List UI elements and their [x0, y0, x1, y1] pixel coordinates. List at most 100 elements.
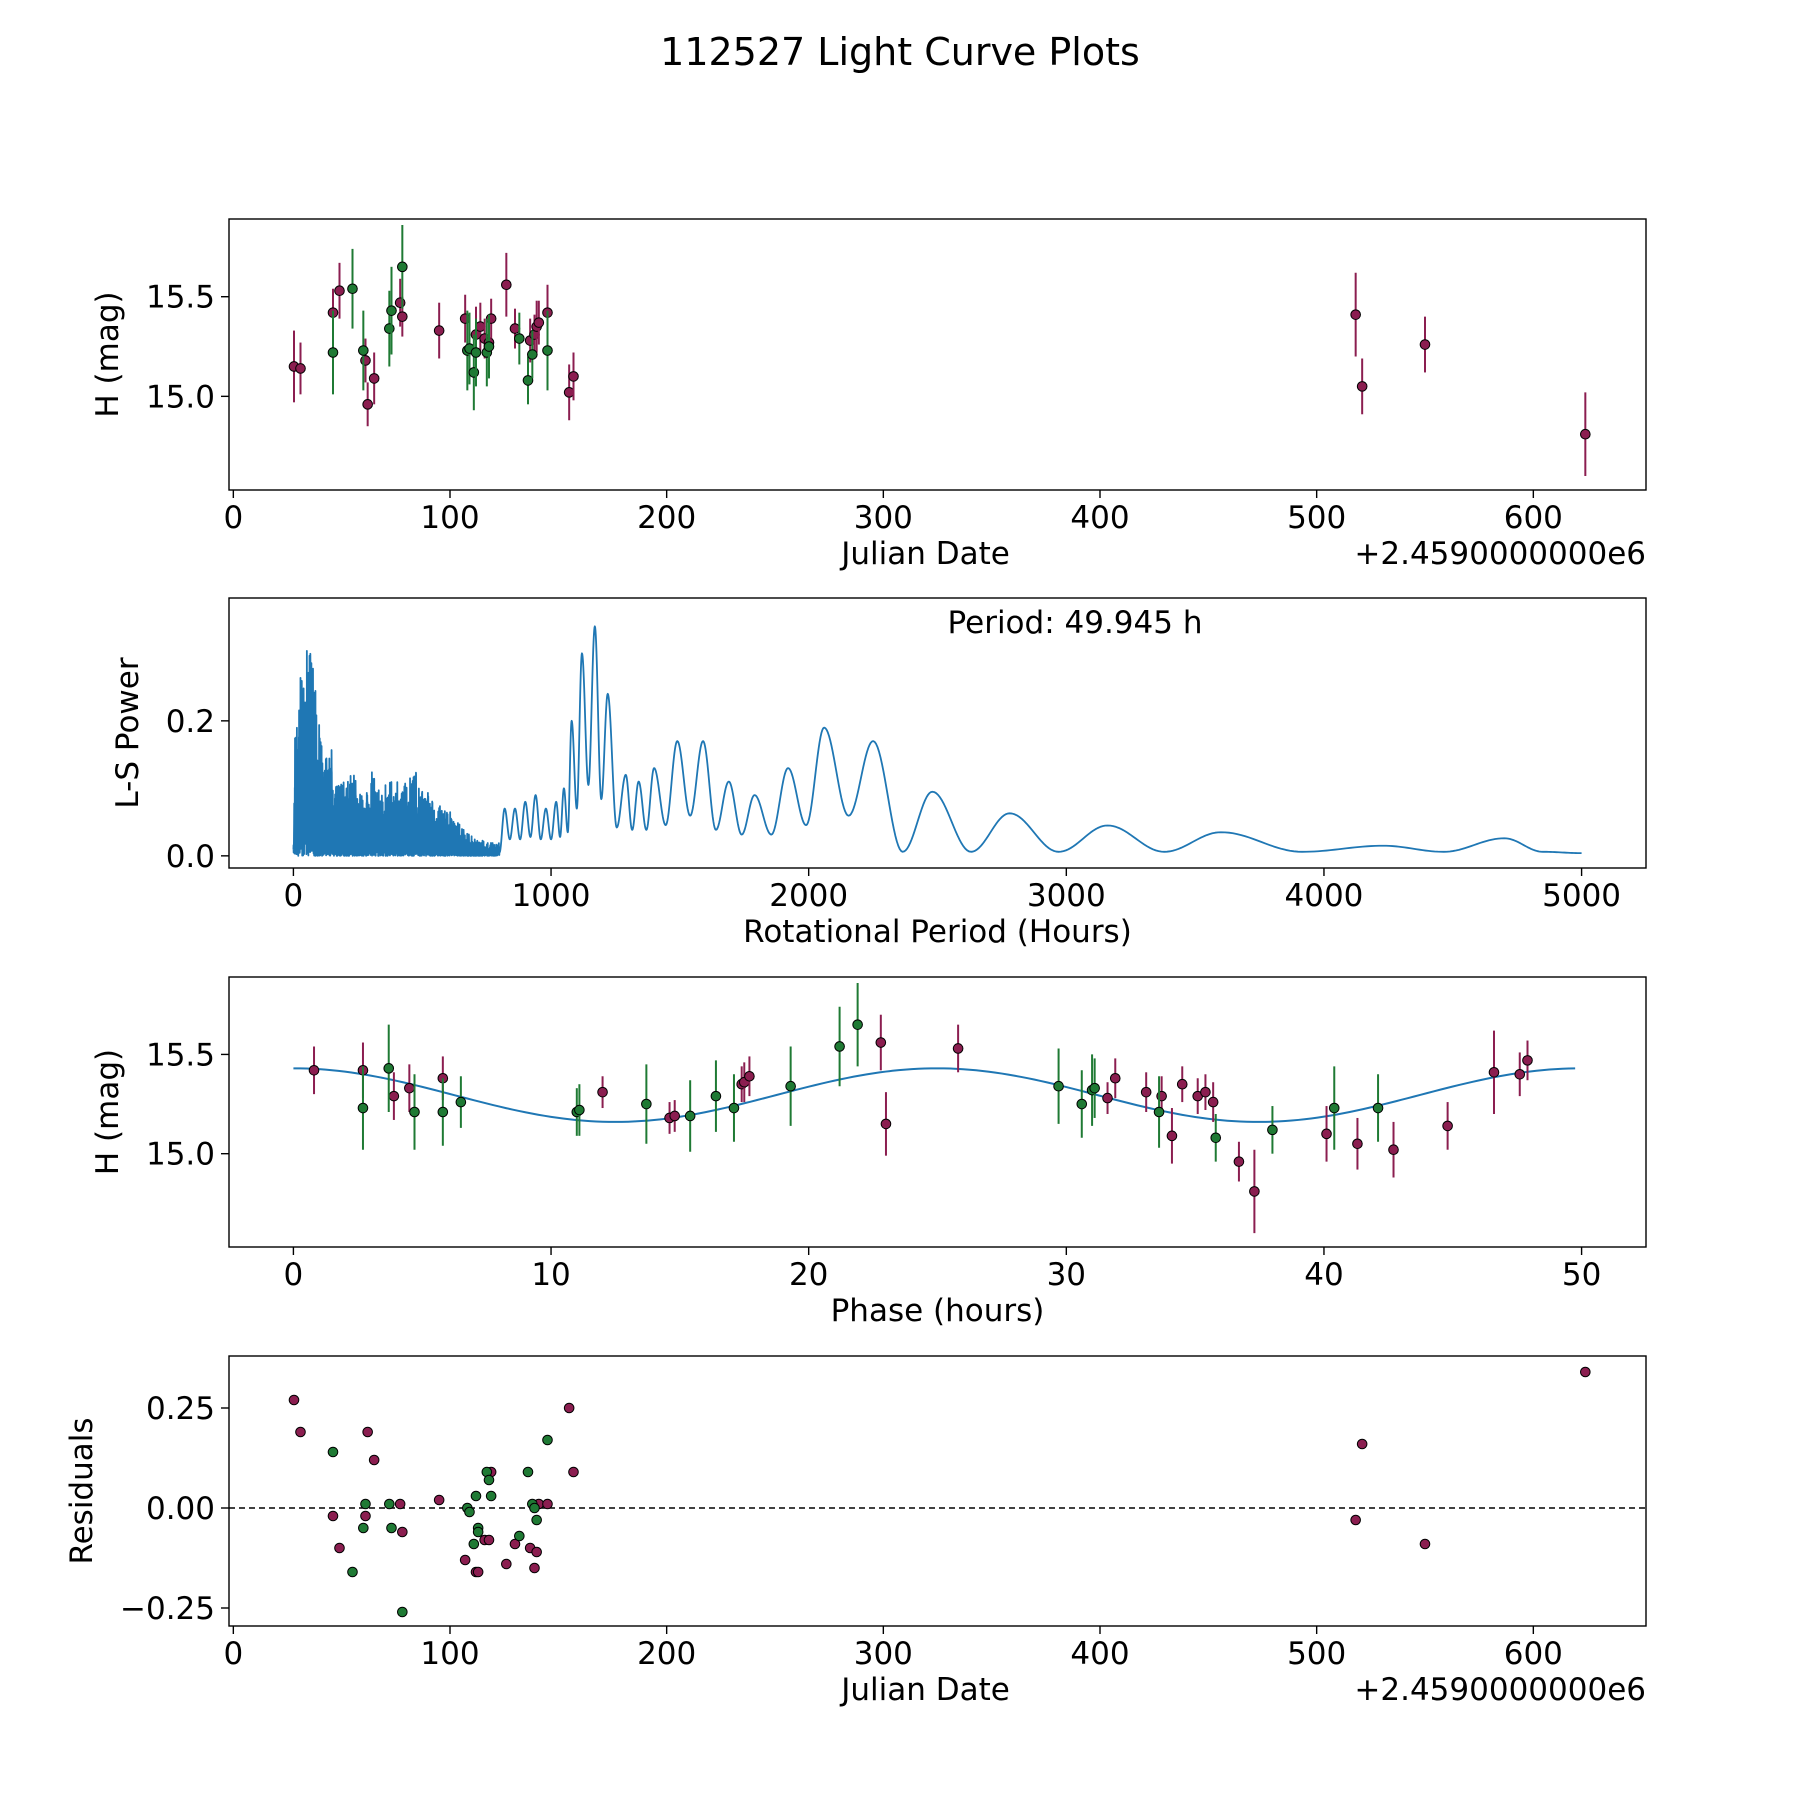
phase-point-red — [1442, 1120, 1453, 1132]
res-point-red — [288, 1394, 300, 1406]
phase-ytick-label: 15.0 — [146, 1137, 215, 1173]
phase-point-red — [1200, 1086, 1211, 1098]
ls-ytick-label: 0.0 — [166, 839, 215, 875]
res-point-green — [483, 1474, 495, 1486]
phase-point-green — [728, 1102, 740, 1114]
lc-point-red — [533, 317, 545, 328]
res-point-red — [542, 1498, 553, 1510]
res-point-green — [514, 1530, 525, 1542]
phase-xlabel: Phase (hours) — [831, 1293, 1045, 1329]
ls-xtick-label: 3000 — [1027, 878, 1106, 914]
ls-xtick-label: 4000 — [1285, 878, 1364, 914]
phase-point-green — [455, 1096, 467, 1108]
phase-xtick-label: 40 — [1304, 1257, 1343, 1293]
res-point-red — [362, 1426, 373, 1438]
phase-point-red — [880, 1118, 892, 1130]
res-point-red — [327, 1510, 339, 1522]
res-point-green — [397, 1606, 408, 1618]
res-xtick-label: 500 — [1287, 1636, 1346, 1672]
lc-xtick-label: 400 — [1070, 500, 1129, 536]
phase-point-red — [1522, 1055, 1533, 1066]
lc-point-green — [358, 345, 369, 356]
res-point-green — [386, 1522, 397, 1534]
lc-point-green — [386, 305, 397, 316]
ls-xtick-label: 5000 — [1542, 878, 1621, 914]
phase-point-green — [1053, 1080, 1064, 1092]
phase-point-red — [1488, 1066, 1500, 1078]
phase-point-green — [409, 1106, 420, 1118]
lc-point-red — [568, 371, 579, 382]
lc-point-red — [362, 399, 373, 410]
ls-power-line — [292, 625, 1582, 857]
phase-point-green — [383, 1063, 395, 1074]
phase-point-red — [404, 1082, 415, 1094]
periodogram-panel: 0 1000 2000 3000 4000 5000 0.0 0.2 Rotational Pe… — [110, 597, 1647, 950]
phase-point-green — [1372, 1102, 1384, 1114]
lc-point-green — [397, 261, 408, 273]
phase-point-green — [1076, 1098, 1088, 1110]
lc-point-green — [542, 345, 553, 356]
res-point-green — [485, 1490, 497, 1502]
res-ylabel: Residuals — [64, 1417, 100, 1564]
lc-point-green — [384, 323, 395, 334]
lc-xtick-label: 300 — [854, 500, 913, 536]
lc-ytick-label: 15.5 — [146, 280, 215, 316]
lc-xtick-label: 100 — [420, 500, 479, 536]
lc-point-green — [522, 375, 534, 386]
res-point-red — [531, 1546, 542, 1558]
phase-point-red — [1352, 1138, 1363, 1150]
phase-point-green — [1210, 1132, 1222, 1144]
ls-ylabel: L-S Power — [110, 657, 146, 808]
res-point-green — [464, 1506, 475, 1518]
phase-xtick-label: 20 — [789, 1257, 828, 1293]
lc-point-red — [334, 285, 345, 297]
res-point-red — [483, 1534, 495, 1546]
phase-point-green — [1089, 1082, 1100, 1094]
phase-point-green — [1153, 1106, 1165, 1118]
lc-frame — [228, 218, 1647, 491]
res-point-red — [1350, 1514, 1361, 1526]
res-point-red — [568, 1466, 579, 1478]
phase-point-red — [1166, 1130, 1178, 1142]
phase-point-green — [641, 1098, 652, 1110]
phase-folded-panel: 0 10 20 30 40 50 15.0 15.5 Phase (hours) H (mag) — [90, 976, 1647, 1329]
ls-ytick-label: 0.2 — [166, 704, 215, 740]
res-point-green — [347, 1566, 358, 1578]
res-point-red — [1419, 1538, 1431, 1550]
phase-point-red — [1388, 1144, 1399, 1156]
res-point-red — [472, 1566, 484, 1578]
lc-xtick-label: 500 — [1287, 500, 1346, 536]
res-point-red — [334, 1542, 345, 1554]
res-ytick-label: 0.00 — [146, 1491, 215, 1527]
phase-point-red — [875, 1037, 887, 1048]
phase-xtick-label: 30 — [1047, 1257, 1086, 1293]
ls-xtick-label: 0 — [284, 878, 304, 914]
res-point-red — [509, 1538, 521, 1550]
lc-point-red — [501, 279, 512, 291]
res-offset-text: +2.4590000000e6 — [1354, 1672, 1646, 1708]
res-point-green — [522, 1466, 534, 1478]
lc-point-red — [360, 355, 371, 366]
res-point-red — [397, 1526, 408, 1538]
res-point-green — [360, 1498, 371, 1510]
lc-point-green — [483, 341, 495, 352]
res-xtick-label: 200 — [637, 1636, 696, 1672]
res-point-red — [433, 1494, 445, 1506]
res-point-red — [1356, 1438, 1368, 1450]
phase-point-red — [1102, 1092, 1113, 1104]
res-point-green — [542, 1434, 553, 1446]
phase-point-red — [744, 1070, 755, 1082]
res-point-green — [531, 1514, 542, 1526]
res-point-red — [295, 1426, 306, 1438]
lc-point-green — [327, 347, 339, 358]
phase-point-green — [357, 1102, 369, 1114]
lc-point-red — [1350, 309, 1361, 320]
res-point-red — [459, 1554, 471, 1566]
phase-point-red — [1109, 1072, 1121, 1084]
phase-point-red — [669, 1110, 681, 1122]
res-xtick-label: 400 — [1070, 1636, 1129, 1672]
lc-xlabel: Julian Date — [839, 536, 1010, 572]
phase-point-red — [1249, 1186, 1260, 1197]
phase-point-green — [1328, 1102, 1340, 1114]
